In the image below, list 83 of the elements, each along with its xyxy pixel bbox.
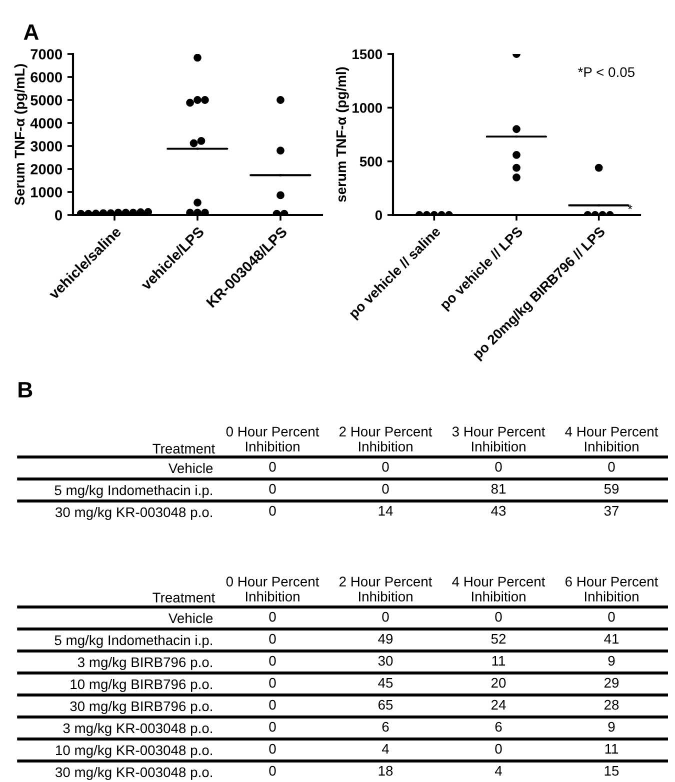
y-tick-label: 1500 bbox=[352, 49, 382, 60]
y-tick-label: Vehicle bbox=[168, 462, 213, 474]
data-label: 43 bbox=[491, 506, 506, 516]
data-label: 9 bbox=[608, 656, 615, 666]
y-tick-label: 5000 bbox=[30, 95, 62, 106]
x-tick-label: 0 Hour Percent Inhibition bbox=[226, 576, 320, 602]
data-label: 9 bbox=[608, 722, 615, 732]
data-label: 4 bbox=[494, 766, 502, 776]
y-axis-title: serum TNF-α (pg/ml) bbox=[336, 67, 349, 202]
x-tick-label: 4 Hour Percent Inhibition bbox=[452, 576, 546, 602]
data-label: 0 bbox=[269, 484, 276, 494]
y-axis-title: Treatment bbox=[152, 444, 215, 454]
x-tick-label: 4 Hour Percent Inhibition bbox=[565, 426, 658, 452]
y-tick-label: 7000 bbox=[30, 49, 62, 60]
data-label: 81 bbox=[491, 484, 506, 494]
y-tick-label: 1000 bbox=[352, 103, 382, 113]
data-label: 41 bbox=[604, 634, 619, 644]
data-label: 28 bbox=[604, 700, 619, 710]
y-tick-label: 30 mg/kg KR-003048 p.o. bbox=[55, 506, 212, 520]
data-label: 0 bbox=[495, 612, 502, 622]
x-tick-label: 2 Hour Percent Inhibition bbox=[339, 576, 432, 602]
y-tick-label: 3000 bbox=[30, 141, 62, 152]
y-tick-label: 6000 bbox=[30, 72, 62, 82]
data-label: 11 bbox=[492, 656, 506, 666]
annotation: * bbox=[628, 204, 632, 210]
y-axis-title: Serum TNF-α (pg/mL) bbox=[14, 64, 28, 206]
y-tick-label: 30 mg/kg BIRB796 p.o. bbox=[70, 700, 212, 714]
y-tick-label: 4000 bbox=[30, 118, 62, 128]
data-label: 14 bbox=[378, 506, 393, 516]
y-tick-label: Vehicle bbox=[168, 612, 213, 624]
x-tick-label: 3 Hour Percent Inhibition bbox=[452, 426, 546, 452]
text: B bbox=[18, 382, 32, 398]
data-label: 0 bbox=[495, 462, 502, 472]
data-label: 6 bbox=[382, 722, 389, 732]
data-label: 45 bbox=[378, 678, 393, 688]
data-label: 4 bbox=[382, 744, 389, 754]
data-label: 49 bbox=[378, 634, 393, 644]
y-tick-label: 0 bbox=[375, 210, 382, 220]
data-label: 0 bbox=[269, 506, 276, 516]
data-label: 0 bbox=[608, 612, 615, 622]
y-tick-label: 10 mg/kg KR-003048 p.o. bbox=[56, 744, 212, 758]
x-tick-label: 0 Hour Percent Inhibition bbox=[226, 426, 320, 452]
x-tick-label: 6 Hour Percent Inhibition bbox=[566, 576, 658, 602]
data-label: 20 bbox=[491, 678, 506, 688]
text: A bbox=[24, 24, 39, 40]
data-label: 0 bbox=[269, 766, 276, 776]
data-label: 18 bbox=[378, 766, 393, 776]
x-tick-label: 2 Hour Percent Inhibition bbox=[339, 426, 432, 452]
data-label: 37 bbox=[604, 506, 619, 516]
data-label: 59 bbox=[604, 484, 619, 494]
data-label: 0 bbox=[495, 744, 502, 754]
y-tick-label: 2000 bbox=[30, 164, 62, 174]
y-tick-label: 5 mg/kg Indomethacin i.p. bbox=[54, 484, 212, 498]
y-tick-label: 30 mg/kg KR-003048 p.o. bbox=[55, 766, 212, 780]
data-label: 30 bbox=[378, 656, 393, 666]
data-label: 52 bbox=[491, 634, 506, 644]
data-label: 0 bbox=[269, 744, 276, 754]
data-label: 0 bbox=[382, 484, 389, 494]
data-label: 0 bbox=[269, 634, 276, 644]
annotation: *P < 0.05 bbox=[578, 67, 634, 78]
data-label: 65 bbox=[378, 700, 393, 710]
data-label: 0 bbox=[382, 462, 389, 472]
data-label: 0 bbox=[269, 612, 276, 622]
y-axis-title: Treatment bbox=[152, 592, 215, 602]
data-label: 11 bbox=[605, 744, 618, 754]
data-label: 6 bbox=[495, 722, 502, 732]
y-tick-label: 3 mg/kg KR-003048 p.o. bbox=[63, 722, 212, 736]
y-tick-label: 5 mg/kg Indomethacin i.p. bbox=[54, 634, 212, 648]
data-label: 0 bbox=[269, 678, 276, 688]
data-label: 24 bbox=[491, 700, 506, 710]
data-label: 29 bbox=[604, 678, 619, 688]
data-label: 0 bbox=[269, 700, 276, 710]
data-label: 0 bbox=[269, 462, 276, 472]
data-label: 0 bbox=[608, 462, 615, 472]
data-label: 0 bbox=[269, 722, 276, 732]
data-label: 15 bbox=[604, 766, 619, 776]
y-tick-label: 1000 bbox=[31, 187, 62, 198]
y-tick-label: 3 mg/kg BIRB796 p.o. bbox=[78, 656, 212, 670]
data-label: 0 bbox=[382, 612, 389, 622]
y-tick-label: 500 bbox=[360, 156, 382, 167]
y-tick-label: 0 bbox=[55, 210, 62, 220]
data-label: 0 bbox=[269, 656, 276, 666]
y-tick-label: 10 mg/kg BIRB796 p.o. bbox=[70, 678, 212, 692]
